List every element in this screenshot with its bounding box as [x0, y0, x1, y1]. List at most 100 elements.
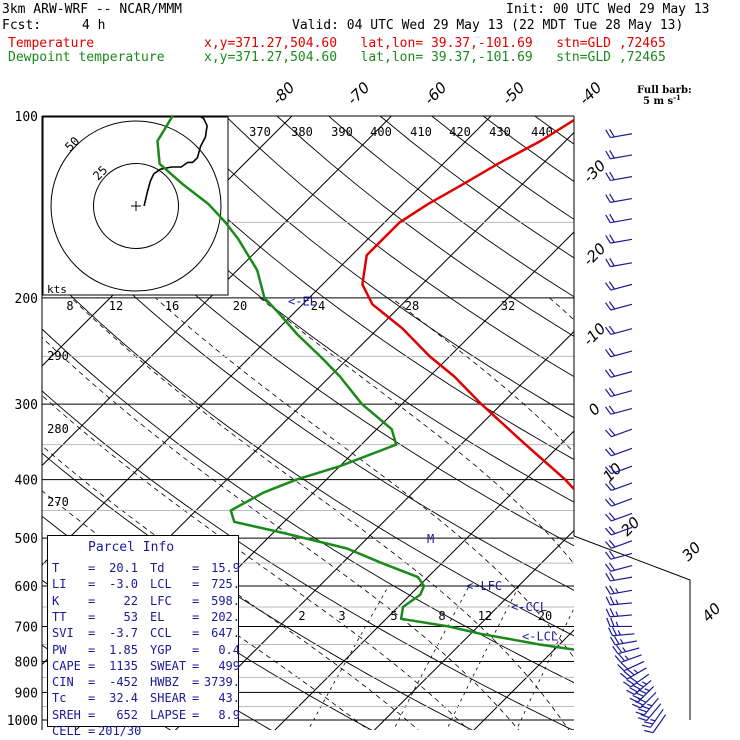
wind-barb-flag — [609, 596, 615, 605]
wind-barb-flag — [604, 498, 612, 507]
wind-barb-flag — [637, 717, 647, 722]
wind-barb-flag — [626, 679, 635, 686]
parcel-info-cell: 652 — [116, 707, 138, 722]
wind-barb-flag — [608, 447, 616, 455]
dry-adiabat-line — [173, 116, 574, 419]
wind-barb — [623, 673, 650, 688]
forecast-hour: 4 h — [82, 18, 106, 33]
wind-barb — [605, 257, 633, 268]
parcel-info-cell: -3.7 — [109, 626, 138, 641]
pressure-tick-label: 800 — [15, 655, 38, 670]
wind-barb — [610, 636, 637, 646]
parcel-info-cell: 1135 — [109, 658, 138, 673]
wind-barb-flag — [605, 586, 611, 595]
wind-barb-flag — [619, 672, 628, 680]
dry-adiabat-line — [42, 142, 574, 547]
moist-adiabat-line — [42, 336, 520, 730]
parcel-info-cell: = — [88, 561, 96, 575]
isotherm-line — [373, 529, 574, 730]
theta-tick-label: 420 — [449, 125, 471, 139]
level-marker-label: M — [427, 532, 434, 546]
parcel-info-cell: 3739. — [203, 675, 240, 690]
wind-barb-flag — [604, 541, 612, 549]
wind-barb-flag — [608, 465, 616, 473]
wind-barb-staff — [611, 482, 633, 491]
hodograph-unit-label: kts — [47, 283, 67, 296]
wind-barb-flag — [608, 387, 616, 396]
wind-barb-half-flag — [644, 688, 650, 692]
wind-barb-flag — [605, 150, 611, 160]
wind-barb-flag — [604, 513, 612, 522]
wind-barb — [604, 428, 633, 438]
parcel-info-cell: LFC — [150, 593, 172, 608]
profiles — [156, 116, 574, 651]
dry-adiabat-line — [276, 116, 574, 337]
wind-barb — [605, 608, 633, 618]
wind-barb — [644, 714, 667, 734]
wind-barb-flag — [637, 698, 647, 703]
theta-tick-label: 380 — [291, 125, 313, 139]
level-marker-label: <-EL — [288, 294, 317, 308]
wind-barb-flag — [641, 724, 651, 728]
isotherm-line — [274, 430, 574, 730]
wind-barb-flag — [605, 214, 611, 223]
isotherm-tick-label: -10 — [579, 319, 609, 349]
temperature-legend: Temperature — [8, 36, 95, 51]
wind-barb — [605, 550, 633, 560]
dry-adiabat-line — [42, 266, 574, 637]
wind-barb — [641, 708, 664, 728]
parcel-info-cell: HWBZ — [150, 675, 179, 690]
wind-barb — [605, 193, 633, 203]
wind-barb-flag — [610, 617, 615, 627]
wind-barb-flag — [608, 512, 616, 520]
wind-barb-flag — [644, 729, 654, 734]
hodo-speed-label: 20 — [233, 299, 247, 313]
wind-barb — [606, 617, 632, 628]
parcel-info-cell: K — [52, 593, 60, 608]
wind-barb-flag — [608, 562, 616, 571]
isotherm-tick-label: -80 — [268, 78, 298, 108]
wind-barb-flag — [608, 550, 616, 559]
parcel-info-cell: = — [192, 707, 200, 722]
isotherm-tick-label: 30 — [678, 538, 704, 564]
wind-barb-flag — [616, 645, 623, 654]
parcel-info-cell: SVI — [52, 626, 74, 641]
mixing-ratio-tick-label: 2 — [298, 609, 305, 623]
parcel-info-cell: 8.9 — [218, 707, 240, 722]
parcel-info-cell: = — [192, 658, 200, 673]
wind-barb-half-flag — [650, 718, 656, 722]
parcel-info-cell: SWEAT — [150, 658, 187, 673]
mixing-ratio-line — [583, 586, 649, 733]
wind-barb — [631, 691, 657, 709]
level-marker-label: <-LCL — [522, 630, 558, 644]
dry-adiabat-line — [42, 328, 574, 684]
wind-barb — [605, 301, 633, 311]
wind-barb-flag — [629, 687, 638, 693]
wind-barb — [605, 405, 633, 415]
wind-barb — [605, 128, 633, 139]
isotherm-labels: -80 -70 -60 -50 -40 -30 -20 -10 0 10 20 30 40 — [268, 78, 724, 625]
wind-barb — [605, 585, 633, 595]
wind-barb — [604, 447, 633, 457]
parcel-info-cell: 32.4 — [109, 691, 138, 706]
wind-barb — [612, 645, 640, 655]
wind-barb-flag — [604, 429, 612, 438]
wind-barb-staff — [611, 540, 633, 549]
wind-barb-flag — [640, 714, 650, 719]
wind-barb-half-flag — [619, 638, 624, 644]
wind-barb-flag — [644, 721, 654, 725]
wind-barb — [605, 596, 633, 606]
hodo-speed-label: 8 — [66, 299, 73, 313]
wind-barb-flag — [626, 668, 635, 676]
parcel-info-cell: PW — [52, 642, 67, 657]
parcel-info-cell: SREH — [52, 707, 81, 722]
parcel-info-cell: = — [192, 691, 200, 706]
dry-adiabat-line — [638, 116, 740, 733]
wind-barb-flag — [609, 585, 615, 594]
isotherm-tick-label: -20 — [579, 239, 609, 269]
wind-key-value: 5 m s-1 — [643, 93, 681, 107]
wind-barb — [605, 387, 633, 397]
pressure-tick-label: 400 — [15, 474, 38, 489]
wind-key: Full barb: 5 m s-1 — [637, 85, 692, 107]
parcel-info-cell: = — [88, 609, 96, 624]
